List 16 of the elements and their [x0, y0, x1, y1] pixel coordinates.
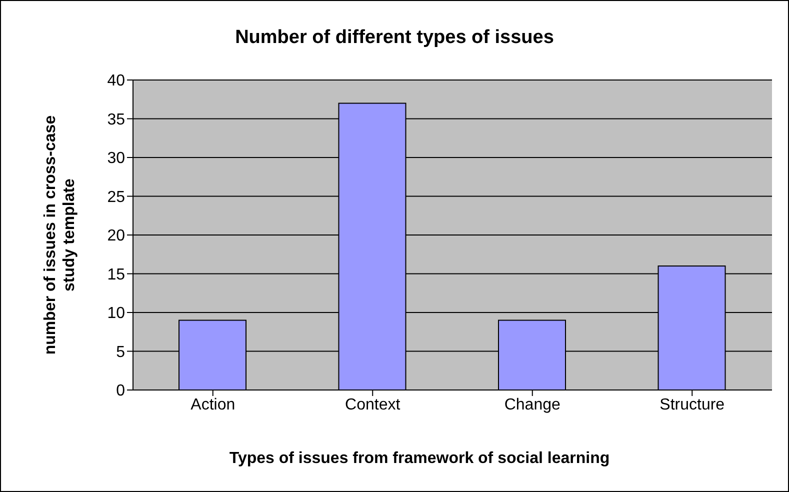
y-tick-label: 40	[107, 72, 126, 90]
chart-title: Number of different types of issues	[234, 27, 555, 49]
y-axis-title: number of issues in cross-case study template	[41, 114, 79, 357]
y-tick-label: 25	[107, 188, 126, 206]
y-tick-label: 10	[107, 305, 126, 322]
x-tick-label: Action	[190, 396, 236, 414]
x-axis-title: Types of issues from framework of social learning	[228, 450, 611, 468]
y-tick-label: 0	[116, 382, 126, 400]
y-tick-label: 5	[116, 344, 126, 361]
x-tick-label: Structure	[660, 396, 725, 414]
x-tick-label: Change	[504, 396, 560, 414]
x-tick-label: Context	[345, 396, 401, 414]
y-tick-label: 35	[107, 111, 126, 128]
y-tick-label: 30	[107, 150, 126, 168]
y-tick-label: 20	[107, 228, 126, 245]
y-tick-label: 15	[107, 266, 126, 284]
